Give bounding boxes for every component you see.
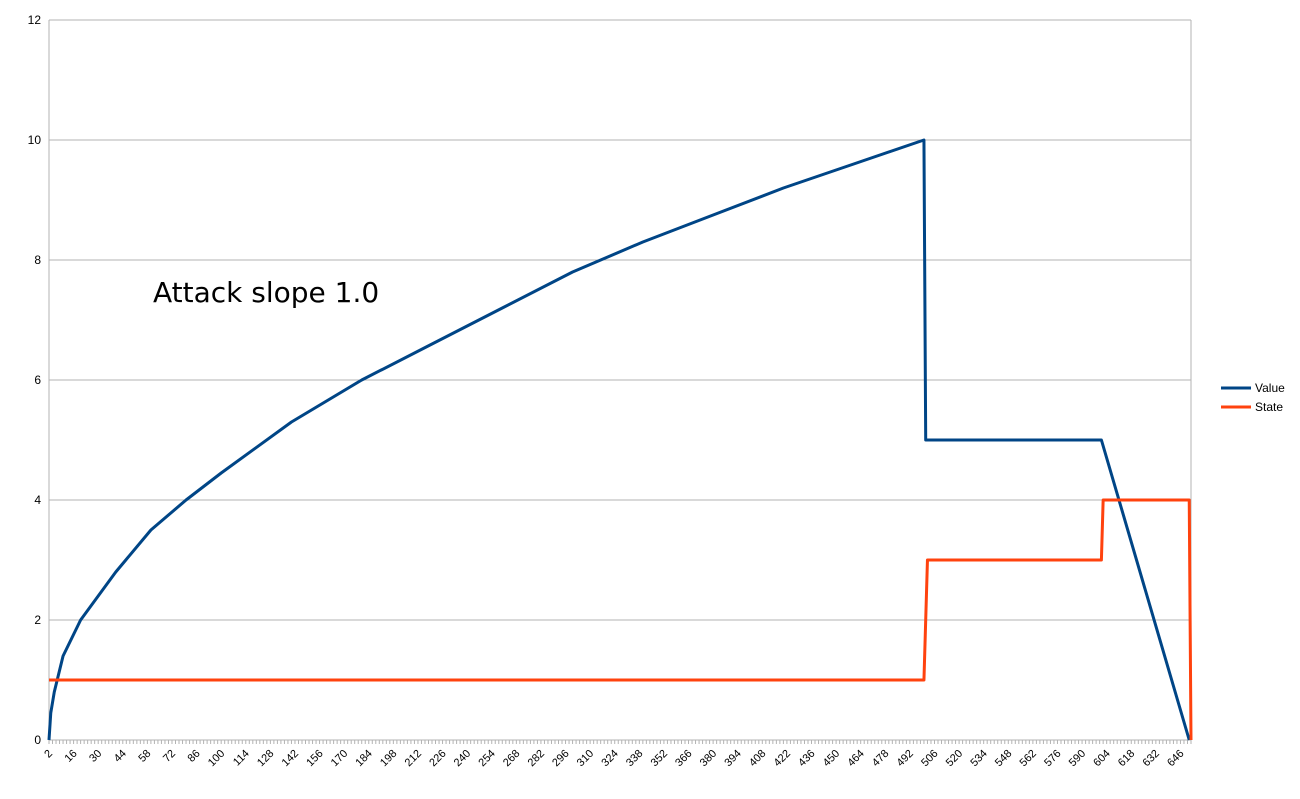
x-tick-label: 394 <box>722 748 743 769</box>
x-tick-label: 632 <box>1141 748 1162 769</box>
legend-label-state: State <box>1255 400 1283 414</box>
series-line-state <box>49 498 1193 741</box>
x-tick-label: 240 <box>452 748 473 769</box>
x-tick-label: 646 <box>1165 748 1186 769</box>
x-tick-label: 142 <box>280 748 301 769</box>
x-tick-label: 408 <box>747 748 768 769</box>
x-tick-label: 422 <box>772 748 793 769</box>
x-tick-label: 436 <box>796 748 817 769</box>
x-tick-label: 184 <box>353 748 374 769</box>
series-line-value <box>47 138 1191 741</box>
legend: Value State <box>1221 381 1285 414</box>
y-tick-label: 6 <box>34 373 41 387</box>
y-tick-label: 12 <box>28 13 42 27</box>
y-axis-ticks: 0 2 4 6 8 10 12 <box>28 13 42 747</box>
y-tick-label: 0 <box>34 733 41 747</box>
x-tick-label: 16 <box>63 748 80 765</box>
y-tick-label: 10 <box>28 133 42 147</box>
x-tick-label: 380 <box>698 748 719 769</box>
x-tick-label: 492 <box>895 748 916 769</box>
x-tick-label: 72 <box>161 748 178 765</box>
x-tick-label: 352 <box>649 748 670 769</box>
x-tick-label: 310 <box>575 748 596 769</box>
gridlines <box>48 19 1192 741</box>
x-tick-label: 338 <box>624 748 645 769</box>
x-tick-label: 604 <box>1091 748 1112 769</box>
x-tick-label: 590 <box>1067 748 1088 769</box>
x-tick-label: 100 <box>206 748 227 769</box>
x-tick-label: 156 <box>304 748 325 769</box>
x-tick-label: 226 <box>427 748 448 769</box>
x-tick-label: 282 <box>526 748 547 769</box>
x-tick-label: 520 <box>944 748 965 769</box>
x-tick-label: 366 <box>673 748 694 769</box>
x-tick-label: 534 <box>968 748 989 769</box>
legend-label-value: Value <box>1255 381 1285 395</box>
x-tick-label: 2 <box>42 748 55 761</box>
x-tick-label: 86 <box>186 748 203 765</box>
x-tick-label: 170 <box>329 748 350 769</box>
x-tick-label: 450 <box>821 748 842 769</box>
x-tick-label: 296 <box>550 748 571 769</box>
x-tick-label: 562 <box>1018 748 1039 769</box>
chart-annotation: Attack slope 1.0 <box>153 276 379 309</box>
x-tick-label: 212 <box>403 748 424 769</box>
x-tick-label: 58 <box>136 748 153 765</box>
x-tick-label: 324 <box>599 748 620 769</box>
x-tick-label: 548 <box>993 748 1014 769</box>
x-tick-label: 506 <box>919 748 940 769</box>
x-tick-label: 618 <box>1116 748 1137 769</box>
y-tick-label: 4 <box>34 493 41 507</box>
x-axis-ticks: 2 16 30 44 58 72 86 100 114 128 142 156 170 184 198 212… <box>42 740 1192 769</box>
x-tick-label: 198 <box>378 748 399 769</box>
x-tick-label: 478 <box>870 748 891 769</box>
x-tick-label: 128 <box>255 748 276 769</box>
x-tick-label: 464 <box>845 748 866 769</box>
x-tick-label: 44 <box>112 748 129 765</box>
x-tick-label: 30 <box>87 748 104 765</box>
y-tick-label: 8 <box>34 253 41 267</box>
x-tick-label: 268 <box>501 748 522 769</box>
y-tick-label: 2 <box>34 613 41 627</box>
x-tick-label: 576 <box>1042 748 1063 769</box>
x-tick-label: 254 <box>476 748 497 769</box>
x-tick-label: 114 <box>231 748 252 769</box>
series-lines <box>47 138 1193 741</box>
